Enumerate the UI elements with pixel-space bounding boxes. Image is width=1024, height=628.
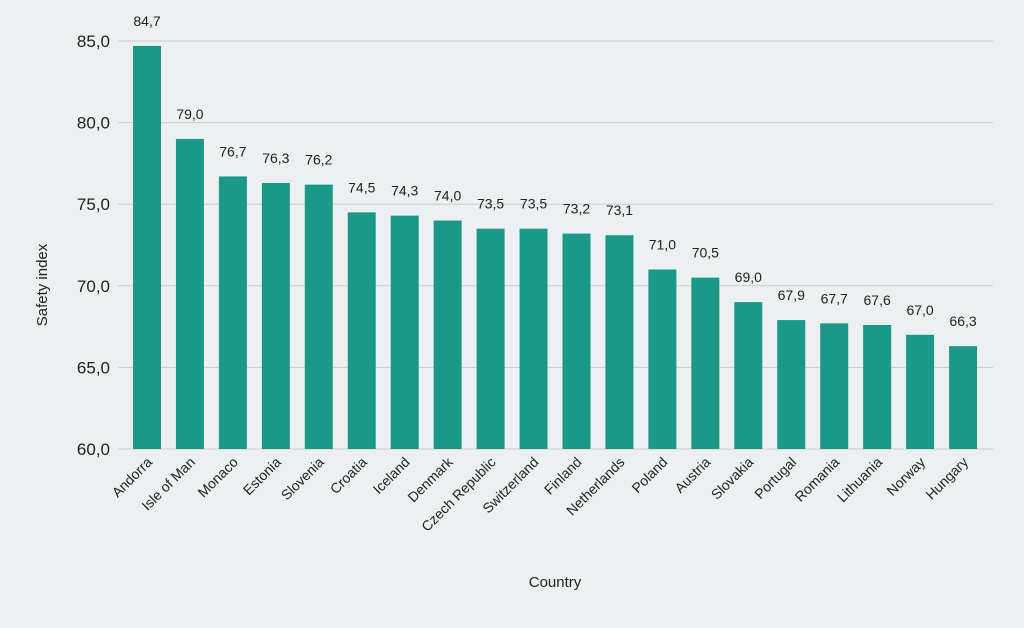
x-axis-title: Country — [529, 574, 582, 591]
bar — [949, 346, 978, 449]
bar — [347, 212, 376, 449]
data-label: 67,6 — [864, 292, 891, 308]
bar — [133, 45, 161, 450]
x-tick-label: Norway — [883, 454, 928, 499]
data-label: 79,0 — [176, 106, 203, 122]
y-tick-label: 85,0 — [77, 32, 110, 51]
data-label: 73,2 — [563, 201, 590, 217]
data-label: 76,3 — [262, 150, 289, 166]
data-label: 73,1 — [606, 202, 633, 218]
bar — [562, 233, 591, 449]
x-tick-label: Austria — [671, 454, 713, 496]
bar — [476, 228, 505, 449]
x-tick-label: Lithuania — [834, 454, 886, 506]
data-label: 74,3 — [391, 183, 418, 199]
data-label: 66,3 — [949, 313, 976, 329]
data-label: 73,5 — [477, 196, 504, 212]
bar — [261, 182, 290, 449]
y-tick-label: 60,0 — [77, 440, 110, 459]
x-tick-label: Czech Republic — [418, 454, 499, 535]
x-tick-label: Poland — [628, 454, 670, 496]
bar — [777, 320, 806, 449]
x-tick-label: Romania — [791, 454, 842, 505]
data-label: 84,7 — [133, 13, 160, 29]
y-tick-label: 65,0 — [77, 358, 110, 377]
y-tick-label: 75,0 — [77, 195, 110, 214]
x-tick-label: Slovenia — [278, 454, 327, 503]
x-tick-label: Monaco — [194, 454, 241, 501]
bar — [304, 184, 333, 449]
data-label: 76,2 — [305, 152, 332, 168]
bar — [820, 323, 849, 449]
data-label: 74,0 — [434, 188, 461, 204]
data-label: 76,7 — [219, 143, 246, 159]
y-axis-title: Safety index — [34, 243, 51, 326]
y-tick-label: 70,0 — [77, 277, 110, 296]
bar — [648, 269, 677, 449]
x-tick-label: Hungary — [922, 454, 971, 503]
bar — [433, 220, 462, 449]
bar — [605, 235, 634, 449]
y-tick-label: 80,0 — [77, 114, 110, 133]
data-label: 67,9 — [778, 287, 805, 303]
bar — [734, 302, 763, 449]
bar — [390, 215, 419, 449]
data-label: 73,5 — [520, 196, 547, 212]
bar — [218, 176, 247, 449]
bar — [906, 334, 935, 449]
x-tick-label: Croatia — [327, 454, 370, 497]
data-label: 67,0 — [906, 302, 933, 318]
data-label: 74,5 — [348, 179, 375, 195]
x-tick-label: Slovakia — [708, 454, 757, 503]
bar — [519, 228, 548, 449]
data-label: 67,7 — [821, 290, 848, 306]
bar — [175, 138, 204, 450]
bar — [691, 277, 720, 449]
data-label: 69,0 — [735, 269, 762, 285]
bar — [863, 324, 892, 449]
data-label: 70,5 — [692, 245, 719, 261]
data-label: 71,0 — [649, 236, 676, 252]
